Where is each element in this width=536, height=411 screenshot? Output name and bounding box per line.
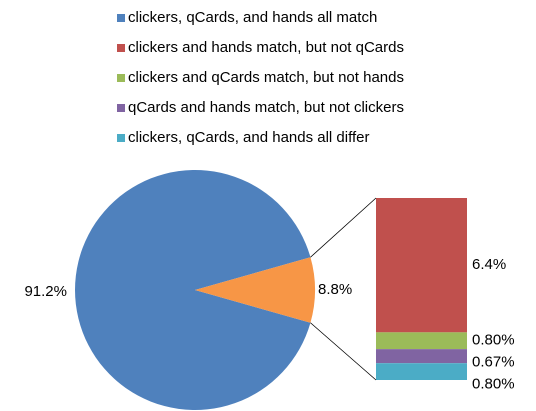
data-label: 91.2%: [24, 283, 67, 300]
data-label: 6.4%: [472, 256, 506, 273]
connector-line: [310, 322, 377, 381]
legend-label: clickers and qCards match, but not hands: [128, 69, 404, 86]
legend-label: clickers, qCards, and hands all differ: [128, 129, 370, 146]
data-label: 0.80%: [472, 376, 515, 393]
connector-line: [310, 197, 377, 258]
legend-swatch: [117, 74, 125, 82]
legend-label: clickers and hands match, but not qCards: [128, 39, 404, 56]
data-label: 8.8%: [318, 281, 352, 298]
pie-slice: [75, 170, 311, 411]
legend-label: clickers, qCards, and hands all match: [128, 9, 377, 26]
legend-swatch: [117, 14, 125, 22]
legend-swatch: [117, 44, 125, 52]
data-label: 0.67%: [472, 354, 515, 371]
legend-swatch: [117, 104, 125, 112]
data-label: 0.80%: [472, 332, 515, 349]
legend-label: qCards and hands match, but not clickers: [128, 99, 404, 116]
bar-segment: [376, 363, 467, 380]
pie-slice: [195, 257, 315, 323]
legend-swatch: [117, 134, 125, 142]
bar-segment: [376, 349, 467, 364]
bar-segment: [376, 198, 467, 333]
bar-segment: [376, 332, 467, 350]
